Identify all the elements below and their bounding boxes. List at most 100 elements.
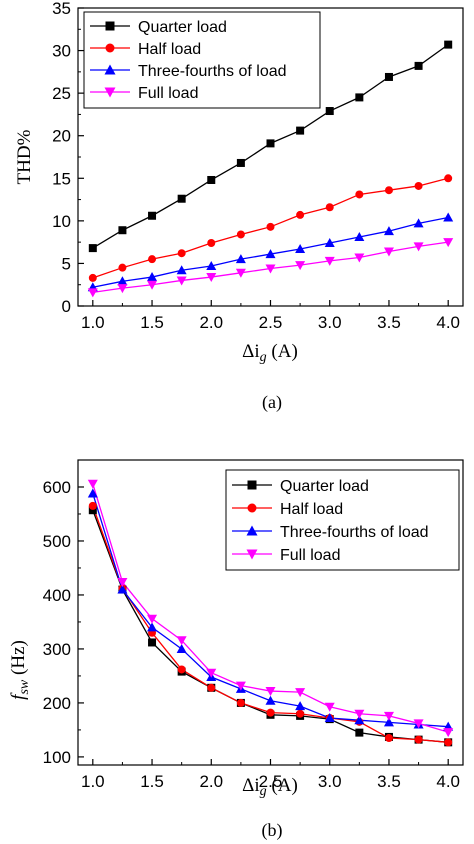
x-axis-label: Δig (A) bbox=[242, 341, 298, 365]
series-markers bbox=[87, 479, 454, 747]
data-point bbox=[236, 158, 245, 167]
data-point bbox=[384, 72, 393, 81]
data-point bbox=[177, 194, 186, 203]
data-point bbox=[147, 272, 158, 282]
data-point bbox=[324, 702, 335, 712]
data-point bbox=[413, 719, 424, 729]
data-point bbox=[147, 622, 158, 632]
data-point bbox=[265, 264, 276, 274]
axis-ticks: 1.0 1.5 2.0 2.5 3.0 3.5 4.0 0 5 10 15 20 25 30 35 bbox=[52, 0, 460, 332]
data-point bbox=[117, 578, 128, 587]
data-point bbox=[414, 735, 423, 744]
y-tick-label: 300 bbox=[43, 640, 71, 659]
data-point bbox=[296, 709, 305, 718]
data-point bbox=[295, 261, 306, 271]
data-point bbox=[354, 709, 365, 719]
legend-marker bbox=[247, 480, 257, 490]
y-axis-label: THD% bbox=[14, 129, 35, 184]
x-tick-label: 2.0 bbox=[199, 313, 223, 332]
legend-marker bbox=[246, 549, 258, 560]
data-point bbox=[235, 681, 246, 691]
data-point bbox=[265, 695, 276, 705]
x-tick-label: 1.5 bbox=[140, 313, 164, 332]
panel-label-a: (a) bbox=[262, 392, 282, 413]
data-point bbox=[383, 717, 394, 727]
legend-label: Full load bbox=[280, 547, 340, 564]
data-point bbox=[177, 249, 186, 258]
data-point bbox=[117, 584, 128, 594]
legend-marker bbox=[246, 525, 258, 536]
data-point bbox=[324, 256, 335, 266]
data-point bbox=[236, 230, 245, 239]
y-tick-label: 10 bbox=[52, 212, 71, 231]
legend-label: Half load bbox=[280, 501, 343, 518]
data-point bbox=[384, 734, 393, 743]
y-tick-label: 400 bbox=[43, 586, 71, 605]
legend-label: Three-fourths of load bbox=[280, 524, 429, 541]
data-point bbox=[383, 226, 394, 236]
data-point bbox=[207, 175, 216, 184]
data-point bbox=[266, 708, 275, 717]
data-point bbox=[176, 643, 187, 653]
data-point bbox=[324, 713, 335, 723]
data-point bbox=[87, 488, 98, 498]
data-point bbox=[383, 247, 394, 257]
data-point bbox=[296, 126, 305, 135]
data-point bbox=[118, 226, 127, 235]
data-point bbox=[354, 715, 365, 725]
panel-label-b: (b) bbox=[262, 820, 283, 841]
x-tick-label: 3.0 bbox=[318, 313, 342, 332]
data-point bbox=[444, 40, 453, 49]
y-tick-label: 200 bbox=[43, 694, 71, 713]
legend-marker bbox=[247, 503, 257, 513]
data-point bbox=[354, 232, 365, 242]
y-tick-label: 25 bbox=[52, 84, 71, 103]
legend-label: Full load bbox=[138, 85, 198, 102]
data-point bbox=[355, 728, 364, 737]
data-point bbox=[88, 273, 97, 282]
y-tick-label: 15 bbox=[52, 169, 71, 188]
data-point bbox=[88, 501, 97, 510]
data-point bbox=[414, 61, 423, 70]
legend-box bbox=[225, 469, 460, 571]
data-point bbox=[206, 668, 217, 678]
data-point bbox=[206, 260, 217, 270]
y-tick-label: 5 bbox=[62, 254, 71, 273]
switching-frequency-chart: 1.0 1.5 2.0 2.5 3.0 3.5 4.0100200300400500600 … bbox=[8, 459, 464, 841]
y-tick-label: 30 bbox=[52, 42, 71, 61]
data-point bbox=[355, 190, 364, 199]
data-point bbox=[296, 210, 305, 219]
data-point bbox=[383, 711, 394, 721]
data-point bbox=[147, 280, 158, 290]
data-point bbox=[207, 683, 216, 692]
data-point bbox=[414, 181, 423, 190]
x-tick-label: 3.5 bbox=[377, 772, 401, 791]
legend: Quarter load Half load Three-fourths of lo… bbox=[83, 11, 321, 109]
data-point bbox=[266, 139, 275, 148]
data-point bbox=[148, 638, 157, 647]
y-tick-label: 0 bbox=[62, 297, 71, 316]
data-point bbox=[117, 276, 128, 286]
x-tick-label: 3.0 bbox=[318, 772, 342, 791]
data-point bbox=[354, 253, 365, 263]
data-point bbox=[384, 186, 393, 195]
data-point bbox=[176, 276, 187, 286]
data-point bbox=[207, 238, 216, 247]
legend-marker bbox=[104, 64, 116, 75]
data-point bbox=[266, 222, 275, 231]
data-point bbox=[176, 636, 187, 646]
data-point bbox=[295, 688, 306, 698]
data-point bbox=[444, 738, 453, 747]
data-point bbox=[295, 701, 306, 711]
x-tick-label: 1.0 bbox=[81, 313, 105, 332]
data-point bbox=[88, 244, 97, 253]
data-point bbox=[265, 687, 276, 697]
data-point bbox=[325, 203, 334, 212]
data-point bbox=[206, 273, 217, 283]
y-axis-label: fsw (Hz) bbox=[8, 640, 32, 700]
data-point bbox=[443, 728, 454, 738]
thd-chart: 1.0 1.5 2.0 2.5 3.0 3.5 4.0 0 5 10 15 20 25 30 35 Quar… bbox=[14, 0, 464, 413]
data-point bbox=[413, 218, 424, 228]
data-point bbox=[413, 242, 424, 252]
x-tick-label: 1.5 bbox=[140, 772, 164, 791]
